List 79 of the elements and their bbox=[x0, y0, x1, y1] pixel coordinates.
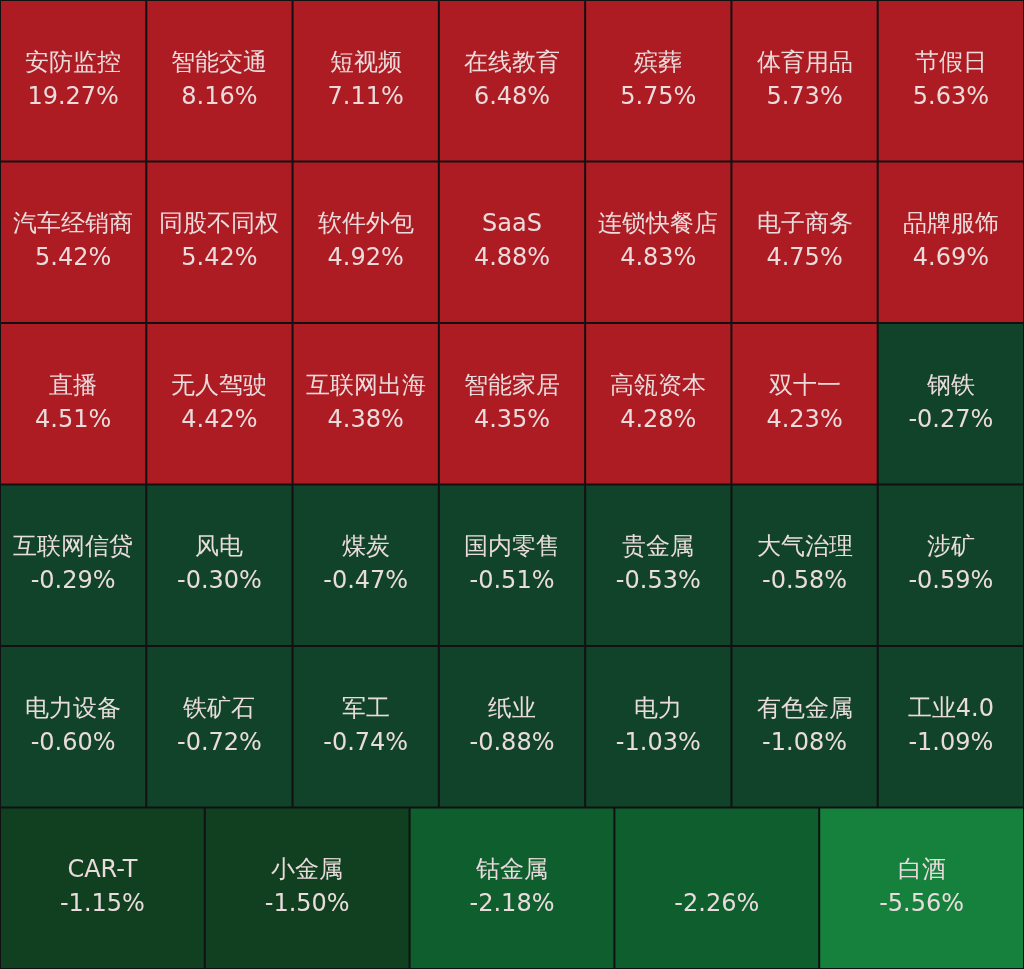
category-label: 品牌服饰 bbox=[902, 209, 999, 238]
category-label: 涉矿 bbox=[926, 532, 975, 561]
category-label: 互联网出海 bbox=[305, 370, 426, 399]
data-label: -0.58% bbox=[762, 566, 848, 595]
data-label: 4.35% bbox=[473, 404, 551, 433]
data-label: 4.92% bbox=[327, 243, 404, 272]
category-label: 在线教育 bbox=[464, 47, 560, 76]
data-label: 4.75% bbox=[766, 243, 843, 272]
category-label: 电子商务 bbox=[756, 209, 853, 238]
data-label: 5.75% bbox=[620, 81, 697, 110]
data-label: 4.28% bbox=[620, 404, 697, 433]
data-label: 5.63% bbox=[912, 81, 989, 110]
category-label: 铁矿石 bbox=[182, 693, 256, 722]
data-label: -0.74% bbox=[323, 727, 409, 756]
category-label: 智能交通 bbox=[171, 47, 268, 76]
data-label: 19.27% bbox=[27, 81, 119, 110]
category-label: 风电 bbox=[195, 532, 244, 561]
data-label: 4.83% bbox=[620, 243, 697, 272]
data-label: 4.42% bbox=[181, 404, 258, 433]
data-label: -0.53% bbox=[615, 566, 701, 595]
category-label: 贵金属 bbox=[622, 532, 695, 561]
category-label: 节假日 bbox=[914, 47, 987, 76]
category-label: 连锁快餐店 bbox=[598, 209, 719, 238]
data-label: 4.88% bbox=[473, 243, 551, 272]
category-label: 体育用品 bbox=[756, 47, 853, 76]
category-label: 纸业 bbox=[488, 693, 536, 722]
category-label: CAR-T bbox=[67, 855, 138, 884]
category-label: 高瓴资本 bbox=[610, 370, 707, 399]
data-label: 4.38% bbox=[327, 404, 404, 433]
data-label: -0.60% bbox=[30, 727, 116, 756]
data-label: 6.48% bbox=[473, 81, 551, 110]
data-label: -0.88% bbox=[469, 727, 555, 756]
category-label: 煤炭 bbox=[341, 532, 390, 561]
data-label: 4.51% bbox=[35, 404, 112, 433]
category-label: 国内零售 bbox=[464, 532, 560, 561]
category-label: SaaS bbox=[482, 209, 542, 238]
data-label: -1.50% bbox=[264, 889, 350, 918]
category-label: 短视频 bbox=[329, 47, 402, 76]
category-label: 电力 bbox=[634, 693, 683, 722]
category-label: 大气治理 bbox=[756, 532, 853, 561]
category-label: 无人驾驶 bbox=[171, 370, 268, 399]
data-label: 5.42% bbox=[181, 243, 258, 272]
category-label: 小金属 bbox=[271, 855, 344, 884]
data-label: -1.08% bbox=[762, 727, 848, 756]
category-label: 直播 bbox=[49, 370, 98, 399]
data-label: -0.72% bbox=[176, 727, 262, 756]
category-label: 互联网信贷 bbox=[13, 532, 134, 561]
category-label: 钢铁 bbox=[925, 370, 975, 399]
data-label: -0.59% bbox=[908, 566, 994, 595]
category-label: 钴金属 bbox=[475, 855, 548, 884]
data-label: -1.15% bbox=[59, 889, 145, 918]
data-label: 8.16% bbox=[181, 81, 258, 110]
category-label: 军工 bbox=[341, 693, 390, 722]
category-label: 软件外包 bbox=[317, 209, 414, 238]
data-label: -2.26% bbox=[674, 889, 760, 918]
category-label: 双十一 bbox=[768, 370, 841, 399]
data-label: -1.09% bbox=[908, 727, 994, 756]
data-label: -2.18% bbox=[469, 889, 555, 918]
data-label: -5.56% bbox=[879, 889, 965, 918]
data-label: 7.11% bbox=[327, 81, 404, 110]
data-label: 5.42% bbox=[35, 243, 112, 272]
data-label: -0.47% bbox=[323, 566, 409, 595]
category-label: 白酒 bbox=[897, 855, 946, 884]
category-label: 安防监控 bbox=[25, 47, 122, 76]
category-label: 汽车经销商 bbox=[13, 209, 134, 238]
data-label: -0.51% bbox=[469, 566, 555, 595]
category-label: 有色金属 bbox=[756, 693, 853, 722]
data-label: -0.27% bbox=[908, 404, 994, 433]
category-label: 同股不同权 bbox=[159, 209, 280, 238]
category-label: 工业4.0 bbox=[907, 693, 994, 722]
category-label: 电力设备 bbox=[25, 693, 122, 722]
category-label: 殡葬 bbox=[634, 47, 683, 76]
data-label: -0.29% bbox=[30, 566, 116, 595]
data-label: -0.30% bbox=[176, 566, 262, 595]
data-label: 4.23% bbox=[766, 404, 843, 433]
data-label: 5.73% bbox=[766, 81, 843, 110]
data-label: 4.69% bbox=[912, 243, 989, 272]
category-label: 智能家居 bbox=[464, 370, 560, 399]
data-label: -1.03% bbox=[615, 727, 701, 756]
